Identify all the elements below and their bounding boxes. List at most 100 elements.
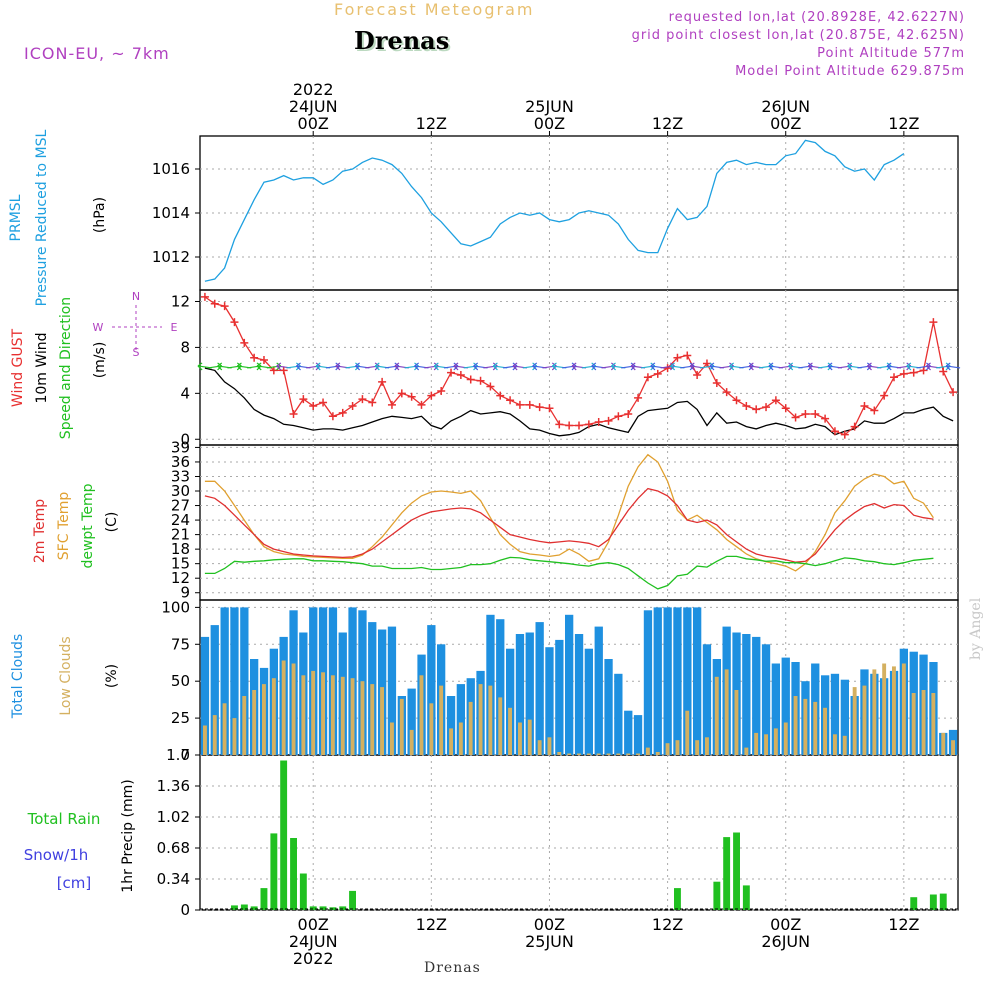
low-clouds-bar: [862, 685, 867, 755]
pressure-unit-label: (hPa): [92, 197, 108, 233]
wind-gust-line-point: [358, 395, 367, 404]
total-clouds-bar: [525, 632, 534, 755]
total-clouds-bar: [427, 625, 436, 755]
top-time-label: 25JUN: [525, 97, 574, 116]
wind-gust-line-point: [722, 388, 731, 397]
total-clouds-bar: [604, 659, 613, 755]
low-clouds-bar: [508, 707, 512, 755]
y-tick-label: 36: [171, 453, 190, 471]
total-clouds-bar: [515, 634, 525, 755]
compass-east: E: [171, 321, 178, 334]
low-clouds-bar: [616, 753, 621, 755]
compass-cross: [112, 305, 162, 350]
rain-bar: [674, 888, 681, 910]
wind-gust-line-point: [653, 369, 662, 378]
wind-gust-line-point: [515, 400, 524, 409]
wind-gust-line-point: [712, 379, 721, 387]
panel-frame: [199, 754, 959, 911]
wind-gust-line-point: [890, 373, 899, 382]
wind-direction-arrow: [591, 362, 606, 371]
wind-gust-line-point: [250, 353, 259, 362]
wind-gust-line-point: [535, 403, 544, 412]
low-clouds-bar: [705, 737, 709, 755]
low-clouds-bar: [242, 696, 247, 755]
bottom-time-label: 00Z: [770, 915, 801, 934]
low-clouds-bar: [330, 675, 335, 755]
low-clouds-bar: [439, 685, 444, 755]
wind-direction-arrow: [551, 362, 567, 371]
low-clouds-bar: [882, 663, 887, 755]
total-clouds-bar: [555, 639, 564, 755]
y-tick-label: 1012: [152, 248, 190, 266]
wind-gust-line-point: [309, 401, 318, 410]
gridpoint-coords: grid point closest lon,lat (20.875E, 42.…: [631, 28, 965, 43]
low-clouds-bar: [842, 735, 847, 755]
y-tick-label: 33: [171, 467, 190, 485]
forecast-meteogram-label: Forecast Meteogram: [334, 0, 535, 19]
wind-direction-arrow: [630, 362, 646, 371]
bottom-time-label: 25JUN: [525, 932, 574, 951]
wind-gust-line-point: [348, 401, 357, 410]
dewpt-axis-label: dewpt Temp: [80, 483, 96, 568]
wind-gust-line-point: [732, 396, 741, 405]
clouds-unit-label: (%): [104, 664, 120, 688]
wind-gust-line-point: [476, 376, 485, 385]
rain-bar: [299, 873, 307, 910]
total-clouds-bar: [496, 619, 505, 755]
rain-bar: [240, 904, 248, 910]
total-clouds-bar: [594, 626, 603, 755]
wind-gust-line-point: [949, 388, 958, 397]
bottom-time-label: 2022: [293, 949, 334, 968]
total-clouds-bar: [742, 634, 751, 755]
rain-bar: [742, 885, 750, 910]
rain-bar: [319, 906, 327, 910]
wind-gust-line-point: [870, 406, 879, 415]
wind-gust-line-point: [929, 318, 938, 327]
low-clouds-bar: [783, 722, 788, 755]
wind-gust-line-point: [545, 404, 554, 413]
total-clouds-bar: [387, 626, 397, 755]
wind-direction-arrow: [374, 362, 390, 371]
total-clouds-bar: [702, 644, 712, 755]
y-tick-label: 25: [171, 709, 190, 727]
bottom-time-label: 24JUN: [289, 932, 338, 951]
wind-direction-arrow: [925, 362, 941, 371]
low-clouds-bar: [557, 752, 562, 755]
total-clouds-bar: [830, 673, 840, 755]
low-clouds-bar: [872, 669, 877, 755]
y-tick-label: 75: [171, 635, 190, 653]
wind-gust-line-point: [880, 391, 889, 400]
top-time-label: 00Z: [298, 114, 329, 133]
wind-direction-arrow: [236, 362, 252, 371]
total-clouds-bar: [614, 673, 623, 755]
total-clouds-bar: [624, 710, 633, 755]
wind-direction-arrow: [945, 362, 961, 371]
wind-gust-line-point: [634, 393, 643, 402]
wind-gust-line-point: [604, 416, 613, 425]
wind-gust-line-point: [771, 396, 780, 405]
y-tick-label: 100: [161, 598, 190, 616]
dewpt-line: [204, 555, 934, 590]
low-clouds-bar: [892, 666, 896, 755]
low-clouds-bar: [626, 753, 631, 755]
total-clouds-bar: [673, 607, 682, 755]
low-clouds-bar: [291, 663, 296, 755]
low-clouds-bar: [468, 701, 473, 755]
low-clouds-bar: [390, 722, 394, 755]
total-clouds-bar: [643, 610, 653, 755]
rain-bar: [250, 906, 258, 910]
low-clouds-bar: [321, 672, 325, 755]
wind-direction-arrow: [532, 362, 547, 371]
y-tick-label: 1.36: [157, 777, 190, 795]
wind-gust-line-point: [447, 368, 456, 377]
low-clouds-bar: [833, 734, 837, 755]
total-clouds-bar: [653, 607, 662, 755]
total-clouds-bar: [407, 688, 416, 755]
wind-gust-line-point: [299, 395, 308, 404]
wind-gust-line-point: [821, 414, 830, 423]
wind-gust-line-point: [663, 364, 672, 373]
bottom-time-label: 12Z: [888, 915, 919, 934]
rain-bar: [723, 837, 731, 910]
low-clouds-bar: [222, 703, 227, 755]
